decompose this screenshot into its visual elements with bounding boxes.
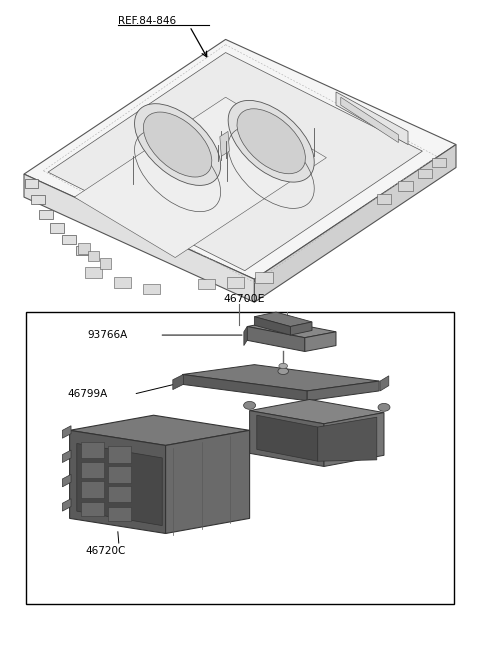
Polygon shape [380, 376, 389, 391]
Polygon shape [305, 332, 336, 351]
Polygon shape [31, 195, 45, 204]
Polygon shape [377, 194, 391, 204]
Polygon shape [62, 450, 71, 463]
Polygon shape [257, 415, 318, 461]
Polygon shape [77, 443, 162, 526]
Polygon shape [418, 169, 432, 178]
Polygon shape [108, 486, 131, 502]
Polygon shape [81, 502, 104, 516]
Bar [26, 312, 454, 604]
Ellipse shape [134, 104, 221, 185]
Text: REF.84-846: REF.84-846 [118, 16, 176, 26]
Polygon shape [100, 258, 111, 269]
Text: 46720C: 46720C [85, 545, 126, 556]
Polygon shape [166, 430, 250, 533]
Polygon shape [108, 447, 131, 463]
Polygon shape [25, 179, 38, 188]
Polygon shape [24, 39, 456, 279]
Ellipse shape [279, 363, 288, 369]
Polygon shape [48, 53, 422, 271]
Polygon shape [76, 246, 89, 255]
Polygon shape [24, 174, 254, 302]
Polygon shape [50, 223, 64, 233]
Polygon shape [39, 210, 53, 219]
Polygon shape [85, 267, 102, 278]
Polygon shape [255, 272, 273, 283]
Ellipse shape [378, 403, 390, 411]
Polygon shape [227, 277, 244, 288]
Polygon shape [290, 322, 312, 335]
Polygon shape [62, 499, 71, 511]
Polygon shape [108, 507, 131, 521]
Polygon shape [74, 97, 326, 258]
Polygon shape [78, 243, 90, 254]
Ellipse shape [237, 109, 305, 173]
Polygon shape [220, 131, 229, 156]
Text: 46700E: 46700E [223, 294, 264, 304]
Polygon shape [81, 481, 104, 498]
Polygon shape [198, 279, 215, 289]
Polygon shape [244, 327, 247, 346]
Ellipse shape [144, 112, 212, 177]
Polygon shape [88, 251, 99, 261]
Text: 46799A: 46799A [67, 389, 108, 399]
Ellipse shape [228, 101, 314, 182]
Polygon shape [318, 417, 377, 461]
Polygon shape [81, 462, 104, 478]
Polygon shape [182, 374, 307, 401]
Polygon shape [324, 413, 384, 466]
Polygon shape [250, 411, 324, 466]
Polygon shape [173, 374, 183, 390]
Polygon shape [182, 365, 379, 391]
Ellipse shape [278, 368, 288, 374]
Polygon shape [62, 474, 71, 487]
Ellipse shape [244, 401, 256, 409]
Polygon shape [62, 426, 71, 438]
Polygon shape [81, 442, 104, 459]
Polygon shape [254, 312, 312, 327]
Polygon shape [254, 145, 456, 302]
Polygon shape [341, 97, 398, 143]
Text: 93766A: 93766A [87, 330, 128, 340]
Text: 43715: 43715 [317, 449, 350, 460]
Polygon shape [307, 381, 379, 401]
Polygon shape [432, 158, 446, 167]
Polygon shape [143, 284, 160, 294]
Polygon shape [70, 430, 166, 533]
Polygon shape [398, 181, 413, 191]
Polygon shape [62, 235, 76, 244]
Polygon shape [254, 317, 290, 335]
Polygon shape [108, 466, 131, 482]
Polygon shape [247, 327, 305, 351]
Polygon shape [247, 321, 336, 338]
Polygon shape [336, 92, 408, 145]
Polygon shape [114, 277, 131, 288]
Polygon shape [250, 399, 384, 424]
Polygon shape [70, 415, 250, 445]
